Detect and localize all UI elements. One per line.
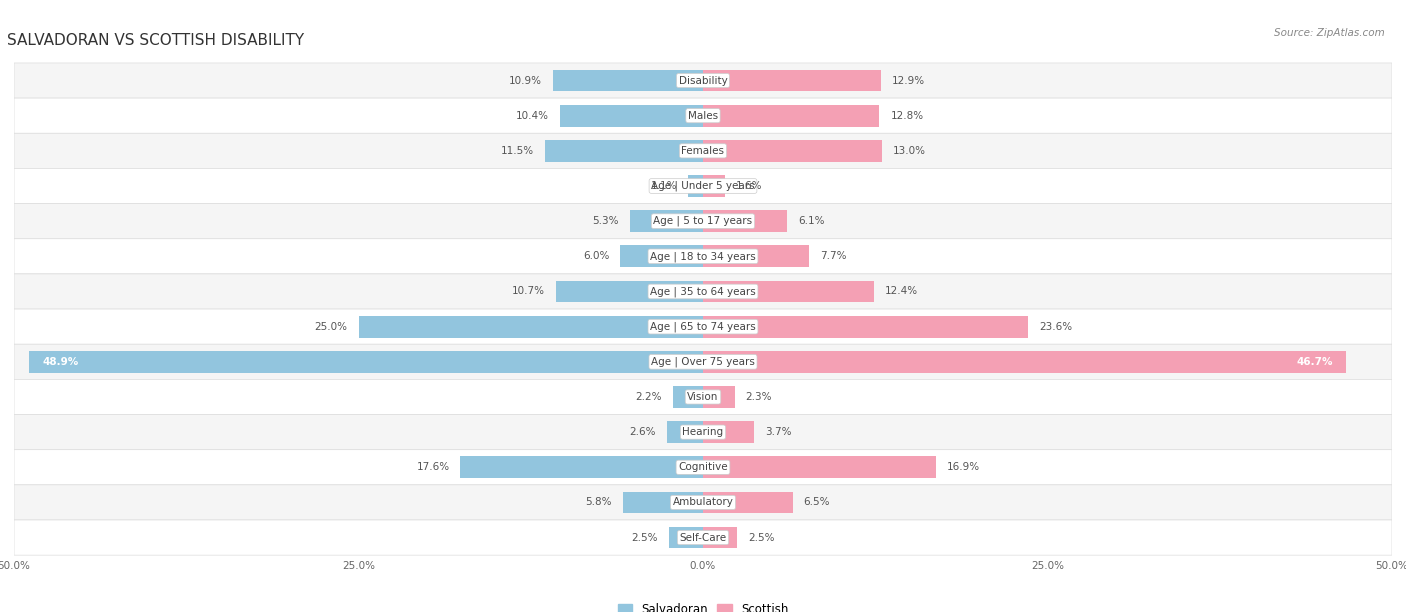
FancyBboxPatch shape	[14, 344, 1392, 379]
Bar	[703, 175, 725, 197]
Text: Hearing: Hearing	[682, 427, 724, 437]
Bar	[30, 351, 703, 373]
FancyBboxPatch shape	[14, 63, 1392, 98]
Text: SALVADORAN VS SCOTTISH DISABILITY: SALVADORAN VS SCOTTISH DISABILITY	[7, 32, 304, 48]
FancyBboxPatch shape	[14, 168, 1392, 204]
Bar	[544, 140, 703, 162]
Text: 2.5%: 2.5%	[631, 532, 658, 543]
FancyBboxPatch shape	[14, 98, 1392, 133]
Text: 3.7%: 3.7%	[765, 427, 792, 437]
Text: 1.6%: 1.6%	[737, 181, 762, 191]
Text: 10.7%: 10.7%	[512, 286, 544, 296]
Text: Self-Care: Self-Care	[679, 532, 727, 543]
Bar	[461, 457, 703, 478]
Text: Age | Under 5 years: Age | Under 5 years	[651, 181, 755, 192]
Text: 12.4%: 12.4%	[884, 286, 918, 296]
Bar	[703, 491, 793, 513]
Text: 6.1%: 6.1%	[799, 216, 824, 226]
Bar	[688, 175, 703, 197]
FancyBboxPatch shape	[14, 309, 1392, 344]
Text: 23.6%: 23.6%	[1039, 322, 1073, 332]
Text: 2.6%: 2.6%	[630, 427, 657, 437]
Bar	[703, 386, 735, 408]
Text: 2.3%: 2.3%	[745, 392, 772, 402]
Text: Cognitive: Cognitive	[678, 462, 728, 472]
Bar	[703, 457, 936, 478]
Bar	[703, 245, 808, 267]
Text: 46.7%: 46.7%	[1296, 357, 1333, 367]
FancyBboxPatch shape	[14, 239, 1392, 274]
Bar	[620, 245, 703, 267]
Bar	[703, 70, 880, 91]
Bar	[630, 211, 703, 232]
Bar	[359, 316, 703, 338]
Text: Age | Over 75 years: Age | Over 75 years	[651, 357, 755, 367]
Bar	[703, 140, 882, 162]
Bar	[623, 491, 703, 513]
Text: Age | 5 to 17 years: Age | 5 to 17 years	[654, 216, 752, 226]
Bar	[703, 421, 754, 443]
Text: 7.7%: 7.7%	[820, 252, 846, 261]
Bar	[703, 280, 875, 302]
FancyBboxPatch shape	[14, 379, 1392, 414]
Text: Vision: Vision	[688, 392, 718, 402]
Bar	[553, 70, 703, 91]
Bar	[555, 280, 703, 302]
FancyBboxPatch shape	[14, 520, 1392, 555]
FancyBboxPatch shape	[14, 414, 1392, 450]
FancyBboxPatch shape	[14, 133, 1392, 168]
Text: 17.6%: 17.6%	[416, 462, 450, 472]
Legend: Salvadoran, Scottish: Salvadoran, Scottish	[613, 598, 793, 612]
Text: Females: Females	[682, 146, 724, 156]
Text: 5.8%: 5.8%	[585, 498, 612, 507]
Text: 12.9%: 12.9%	[891, 75, 925, 86]
Bar	[703, 211, 787, 232]
Bar	[672, 386, 703, 408]
Text: 48.9%: 48.9%	[44, 357, 79, 367]
Text: Disability: Disability	[679, 75, 727, 86]
FancyBboxPatch shape	[14, 450, 1392, 485]
Text: Age | 65 to 74 years: Age | 65 to 74 years	[650, 321, 756, 332]
Text: 2.5%: 2.5%	[748, 532, 775, 543]
Text: Age | 35 to 64 years: Age | 35 to 64 years	[650, 286, 756, 297]
Text: 1.1%: 1.1%	[651, 181, 676, 191]
Text: 10.9%: 10.9%	[509, 75, 541, 86]
Text: 6.5%: 6.5%	[804, 498, 830, 507]
FancyBboxPatch shape	[14, 204, 1392, 239]
Text: 5.3%: 5.3%	[592, 216, 619, 226]
Text: 6.0%: 6.0%	[583, 252, 609, 261]
Text: 10.4%: 10.4%	[516, 111, 548, 121]
Text: 25.0%: 25.0%	[315, 322, 347, 332]
Bar	[560, 105, 703, 127]
Text: 16.9%: 16.9%	[946, 462, 980, 472]
Text: Ambulatory: Ambulatory	[672, 498, 734, 507]
Bar	[703, 351, 1347, 373]
Text: 13.0%: 13.0%	[893, 146, 927, 156]
Text: 11.5%: 11.5%	[501, 146, 533, 156]
Text: Source: ZipAtlas.com: Source: ZipAtlas.com	[1274, 28, 1385, 37]
Text: Age | 18 to 34 years: Age | 18 to 34 years	[650, 251, 756, 261]
Bar	[668, 421, 703, 443]
Text: 12.8%: 12.8%	[890, 111, 924, 121]
FancyBboxPatch shape	[14, 274, 1392, 309]
FancyBboxPatch shape	[14, 485, 1392, 520]
Text: 2.2%: 2.2%	[636, 392, 662, 402]
Bar	[669, 527, 703, 548]
Bar	[703, 105, 879, 127]
Text: Males: Males	[688, 111, 718, 121]
Bar	[703, 316, 1028, 338]
Bar	[703, 527, 738, 548]
